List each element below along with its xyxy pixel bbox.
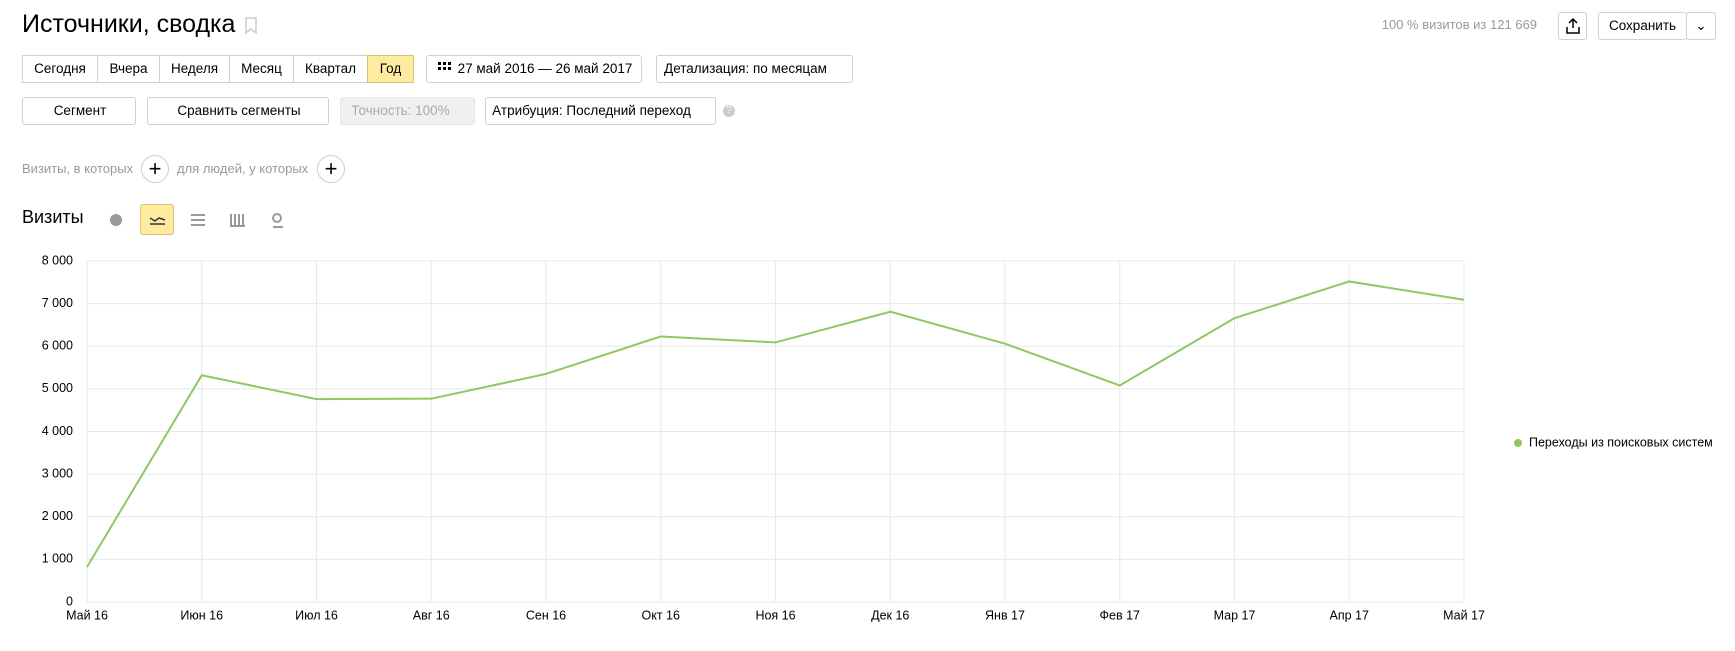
x-tick-label: Май 17 xyxy=(1443,608,1485,622)
period-button[interactable]: Вчера xyxy=(97,55,160,83)
y-tick-label: 4 000 xyxy=(42,424,73,438)
y-tick-label: 0 xyxy=(66,594,73,608)
filter-label: для людей, у которых xyxy=(177,161,309,176)
y-tick-label: 3 000 xyxy=(42,466,73,480)
x-tick-label: Апр 17 xyxy=(1330,608,1369,622)
x-tick-label: Май 16 xyxy=(66,608,108,622)
y-tick-label: 6 000 xyxy=(42,339,73,353)
x-tick-label: Фев 17 xyxy=(1100,608,1141,622)
help-icon[interactable]: ? xyxy=(723,105,735,117)
share-button[interactable] xyxy=(1558,12,1587,40)
chart-type-icons[interactable] xyxy=(100,206,290,234)
x-tick-label: Ноя 16 xyxy=(755,608,795,622)
period-button[interactable]: Сегодня xyxy=(22,55,98,83)
x-tick-label: Окт 16 xyxy=(642,608,680,622)
y-tick-label: 7 000 xyxy=(42,296,73,310)
filter-label: Визиты, в которых xyxy=(22,161,134,176)
visits-summary: 100 % визитов из 121 669 xyxy=(1381,17,1537,32)
x-tick-label: Сен 16 xyxy=(526,608,566,622)
x-tick-label: Мар 17 xyxy=(1214,608,1256,622)
add-filter[interactable]: + xyxy=(317,155,345,183)
y-tick-label: 2 000 xyxy=(42,509,73,523)
x-tick-label: Янв 17 xyxy=(985,608,1025,622)
attribution-dropdown[interactable]: Атрибуция: Последний переход xyxy=(485,97,716,125)
save-button[interactable]: Сохранить xyxy=(1598,12,1687,40)
period-button[interactable]: Месяц xyxy=(229,55,294,83)
y-tick-label: 5 000 xyxy=(42,381,73,395)
x-tick-label: Дек 16 xyxy=(871,608,909,622)
period-button[interactable]: Год xyxy=(367,55,414,83)
period-button[interactable]: Квартал xyxy=(293,55,368,83)
x-tick-label: Авг 16 xyxy=(413,608,450,622)
series-line xyxy=(86,280,1465,568)
x-tick-label: Июл 16 xyxy=(295,608,338,622)
legend-marker xyxy=(1514,439,1522,447)
page-title: Источники, сводка xyxy=(22,10,236,38)
accuracy-dropdown: Точность: 100% xyxy=(340,97,475,125)
legend-label: Переходы из поисковых систем xyxy=(1529,435,1713,449)
y-tick-label: 8 000 xyxy=(42,253,73,267)
date-range-button[interactable]: 27 май 2016 — 26 май 2017 xyxy=(426,55,642,83)
y-tick-label: 1 000 xyxy=(42,552,73,566)
calendar-icon xyxy=(438,62,451,70)
chart-title: Визиты xyxy=(22,207,84,227)
segment-button[interactable]: Сегмент xyxy=(22,97,136,125)
x-tick-label: Июн 16 xyxy=(180,608,223,622)
detail-dropdown[interactable]: Детализация: по месяцам xyxy=(656,55,853,83)
bookmark-icon[interactable] xyxy=(244,17,258,35)
save-menu[interactable]: ⌄ xyxy=(1686,12,1716,40)
add-filter[interactable]: + xyxy=(141,155,169,183)
period-button[interactable]: Неделя xyxy=(159,55,230,83)
compare-button[interactable]: Сравнить сегменты xyxy=(147,97,329,125)
